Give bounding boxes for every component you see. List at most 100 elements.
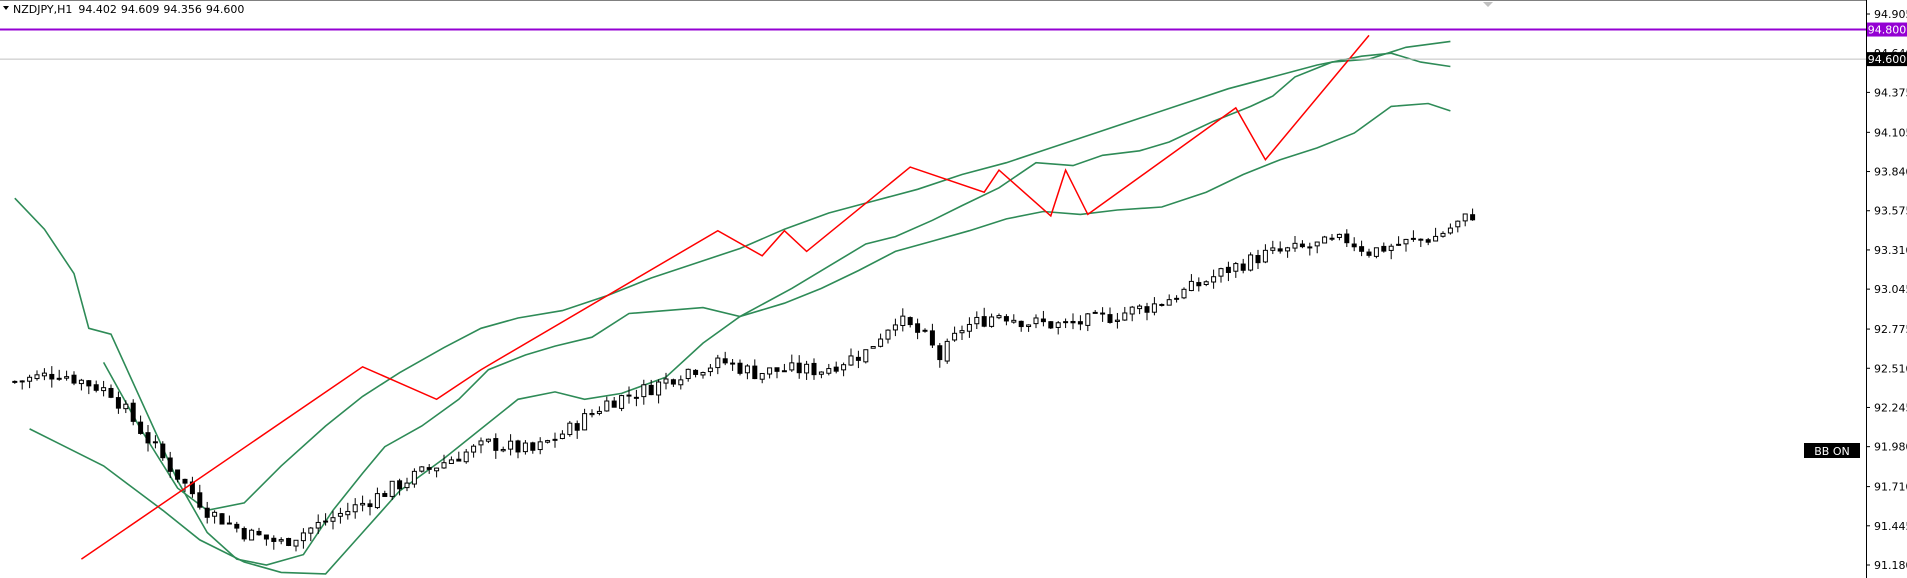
candle (1151, 297, 1157, 316)
candle (337, 507, 343, 524)
candle (1144, 302, 1150, 321)
candle-body (434, 467, 440, 472)
candle-body (263, 534, 269, 540)
candle-body (1070, 320, 1076, 324)
zigzag-indicator (80, 34, 1370, 560)
bollinger-middle-band (102, 52, 1451, 512)
candle-body (1455, 220, 1461, 228)
candle-body (648, 384, 654, 396)
candle (463, 448, 469, 464)
candle-body (493, 438, 499, 451)
candle (1011, 314, 1017, 324)
candle (263, 534, 269, 546)
candle (160, 441, 166, 461)
candle-body (1122, 312, 1128, 321)
candle-body (700, 372, 706, 376)
candle-body (1114, 319, 1120, 322)
candle (611, 396, 617, 408)
candle (323, 513, 329, 526)
candle (1388, 243, 1394, 260)
candle (286, 537, 292, 547)
candle (389, 480, 395, 500)
candle-body (108, 387, 114, 398)
candle-body (1433, 235, 1439, 242)
candle-body (1270, 247, 1276, 251)
y-tick-label: 93.575 (1874, 205, 1907, 218)
candle (989, 313, 995, 328)
candle-body (841, 364, 847, 371)
candle (752, 359, 758, 380)
candle-body (604, 400, 610, 412)
candle (892, 318, 898, 337)
candle (1003, 314, 1009, 326)
candle (1018, 320, 1024, 332)
candle-body (804, 363, 810, 374)
candle (130, 399, 136, 426)
candle (101, 380, 107, 397)
candle (330, 510, 336, 530)
bollinger-lower-band (29, 102, 1451, 575)
candle (226, 515, 232, 525)
candle (56, 369, 62, 381)
candle (397, 478, 403, 496)
candle-body (182, 478, 188, 484)
candle (693, 369, 699, 378)
candle-body (870, 346, 876, 349)
candle (1092, 310, 1098, 314)
candle-body (737, 362, 743, 374)
triangle-down-icon[interactable] (3, 6, 9, 10)
candle-body (1425, 239, 1431, 243)
candle-body (78, 379, 84, 385)
bollinger-bands (14, 40, 1451, 575)
candle (1077, 315, 1083, 331)
candle-body (1292, 242, 1298, 249)
current-price-tag (1867, 52, 1907, 67)
candle (115, 391, 121, 414)
candle (1285, 246, 1291, 258)
zigzag-line (80, 34, 1370, 560)
candle (944, 338, 950, 364)
y-tick-label: 93.840 (1874, 166, 1907, 179)
scroll-marker-icon[interactable] (1483, 2, 1493, 7)
candle-body (49, 373, 55, 380)
candle-body (1396, 243, 1402, 246)
candle (293, 539, 299, 552)
candle (138, 415, 144, 435)
candle-body (1299, 243, 1305, 248)
candle-body (485, 438, 491, 442)
y-tick-label: 93.310 (1874, 244, 1907, 257)
candle-body (345, 510, 351, 516)
candle-body (633, 396, 639, 399)
candle (175, 469, 181, 483)
candle-body (1336, 233, 1342, 238)
candle-body (41, 372, 47, 377)
candle-body (929, 330, 935, 346)
candle-body (1188, 280, 1194, 292)
candle (1418, 238, 1424, 248)
candle-body (552, 438, 558, 441)
candle-body (981, 316, 987, 327)
bb-toggle-button[interactable]: BB ON (1804, 443, 1860, 458)
candle-body (374, 493, 380, 509)
candle (1174, 295, 1180, 303)
y-tick-label: 91.710 (1874, 481, 1907, 494)
candle (1055, 321, 1061, 335)
candle (855, 350, 861, 369)
candle-body (130, 402, 136, 422)
candle-body (167, 457, 173, 472)
candle (419, 466, 425, 473)
candle (345, 502, 351, 520)
candle (937, 342, 943, 368)
candle-body (93, 384, 99, 391)
candle-body (922, 329, 928, 332)
candle-body (789, 362, 795, 371)
open-value: 94.402 (78, 3, 117, 16)
candle-body (818, 371, 824, 375)
candle-body (1137, 305, 1143, 310)
candle (781, 363, 787, 373)
candle (382, 490, 388, 497)
candle (685, 368, 691, 382)
